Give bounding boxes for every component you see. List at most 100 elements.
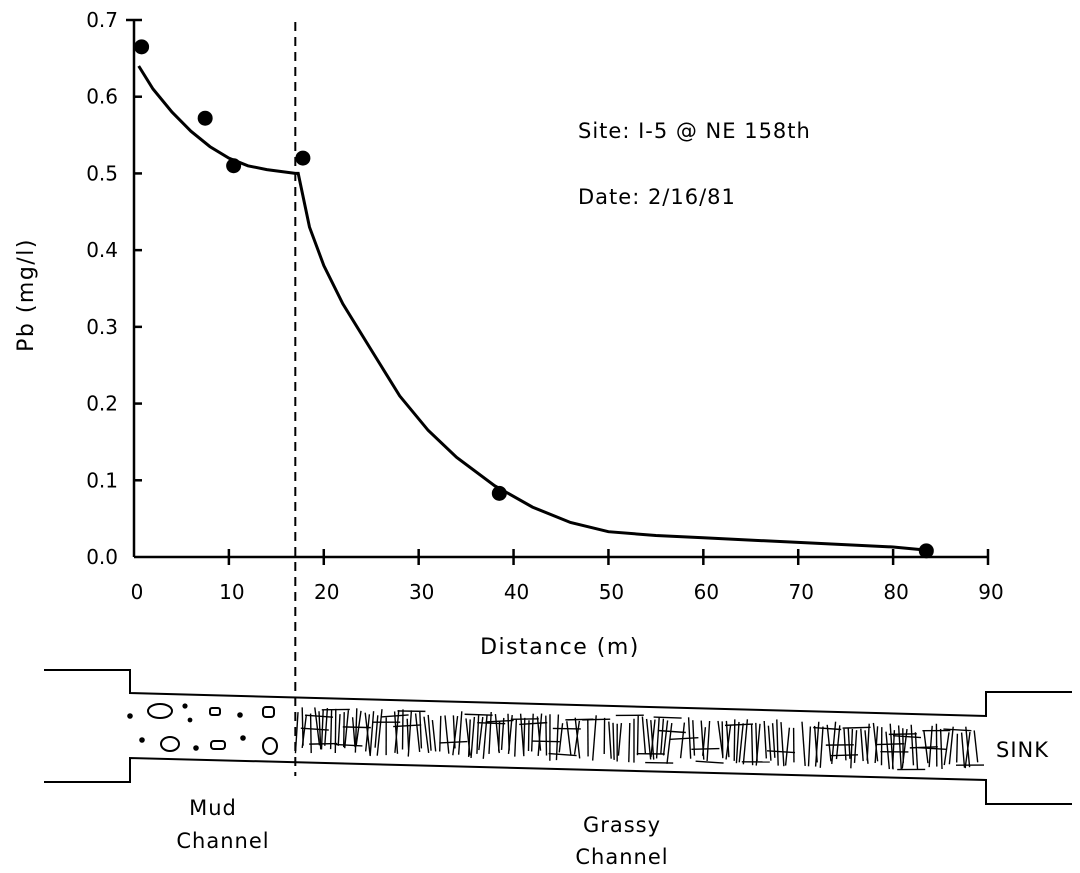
grass-stroke [608, 721, 612, 759]
grass-stroke [364, 714, 371, 752]
grass-stroke [767, 725, 772, 761]
grass-stroke [725, 720, 730, 758]
grass-stroke [536, 716, 542, 751]
grass-stroke [973, 730, 979, 763]
grass-stroke [380, 714, 409, 718]
fit-curve [137, 65, 927, 552]
mud-label-line2: Channel [176, 829, 269, 853]
grass-stroke [545, 715, 548, 756]
grass-stroke [807, 726, 812, 767]
grass-stroke [872, 722, 879, 762]
grass-stroke [407, 710, 413, 757]
x-tick-label: 50 [599, 580, 624, 604]
grass-stroke [309, 713, 312, 754]
grass-stroke [558, 723, 564, 753]
grass-stroke [439, 715, 442, 752]
grass-stroke [476, 715, 480, 754]
grass-stroke [653, 716, 682, 719]
grass-stroke [724, 723, 754, 727]
grass-stroke [427, 714, 432, 751]
grass-stroke [964, 731, 971, 769]
grass-stroke [776, 719, 779, 766]
grass-stroke [522, 717, 526, 755]
grass-stroke [813, 726, 842, 731]
grass-stroke [628, 722, 631, 763]
date-annotation: Date: 2/16/81 [578, 185, 736, 209]
grassy-label-line1: Grassy [583, 813, 661, 837]
grass-stroke [666, 723, 673, 764]
grass-stroke [548, 752, 577, 757]
mud-label-line1: Mud [189, 796, 237, 820]
grass-stroke [835, 725, 841, 760]
x-ticks: 0 10 20 30 40 50 60 70 80 90 [131, 549, 1004, 604]
grass-stroke [444, 715, 450, 754]
y-ticks: 0.0 0.1 0.2 0.3 0.4 0.5 0.6 0.7 [86, 8, 142, 569]
grass-stroke [555, 714, 560, 761]
grass-stroke [294, 712, 299, 754]
grass-stroke [655, 717, 660, 759]
grass-stroke [467, 719, 471, 757]
grass-stroke [342, 726, 371, 729]
grass-stroke [531, 740, 560, 743]
channel-schematic: SINK Mud Channel Grassy Channel [44, 669, 1072, 869]
data-point [918, 543, 934, 559]
x-tick-label: 80 [883, 580, 908, 604]
grass-stroke [742, 719, 749, 765]
grass-stroke [750, 723, 754, 766]
grass-stroke [735, 721, 740, 764]
grass-stroke [738, 723, 744, 763]
site-annotation: Site: I-5 @ NE 158th [578, 119, 811, 143]
grass-stroke [706, 720, 711, 762]
grass-stroke [901, 728, 908, 769]
grass-stroke [891, 730, 896, 769]
grass-stroke [819, 726, 824, 768]
x-tick-label: 30 [409, 580, 434, 604]
grass-stroke [414, 713, 421, 753]
grass-stroke [514, 718, 518, 757]
grass-stroke [394, 710, 400, 753]
grass-stroke [721, 721, 724, 759]
grass-stroke [650, 719, 656, 758]
grass-stroke [691, 747, 720, 751]
grass-stroke [814, 721, 820, 767]
grass-stroke [701, 727, 707, 756]
grass-stroke [457, 711, 463, 755]
grass-stroke [943, 732, 950, 766]
grass-stroke [897, 725, 902, 770]
grassy-label-line2: Channel [575, 845, 668, 869]
channel-top-edge [44, 669, 1072, 718]
y-tick-label: 0.3 [86, 315, 118, 339]
grass-stroke [892, 734, 922, 739]
grass-stroke [755, 723, 761, 766]
grass-stroke [801, 721, 806, 766]
grass-stroke [527, 720, 530, 752]
grass-stroke [617, 722, 623, 756]
x-tick-label: 60 [694, 580, 719, 604]
grass-stroke [733, 719, 736, 761]
x-tick-label: 90 [978, 580, 1003, 604]
grass-stroke [695, 760, 724, 764]
grass-stroke [853, 730, 858, 764]
grass-stroke [660, 718, 665, 755]
grass-stroke [301, 714, 308, 749]
grass-stroke [679, 722, 686, 759]
mud-texture [127, 703, 278, 755]
data-point [491, 485, 507, 501]
grass-stroke [662, 720, 669, 756]
grass-stroke [337, 714, 341, 746]
grass-stroke [763, 720, 768, 759]
grass-stroke [866, 723, 870, 761]
grass-stroke [423, 716, 430, 754]
x-tick-label: 0 [131, 580, 144, 604]
grass-stroke [452, 715, 459, 756]
grass-stroke [829, 754, 859, 757]
grass-stroke [636, 715, 639, 756]
grass-stroke [780, 722, 785, 767]
data-point [295, 150, 311, 166]
grass-stroke [645, 718, 652, 760]
grass-stroke [419, 710, 423, 749]
grass-stroke [687, 717, 692, 759]
grass-stroke [692, 720, 696, 756]
grass-stroke [355, 710, 362, 747]
grass-stroke [960, 732, 966, 768]
